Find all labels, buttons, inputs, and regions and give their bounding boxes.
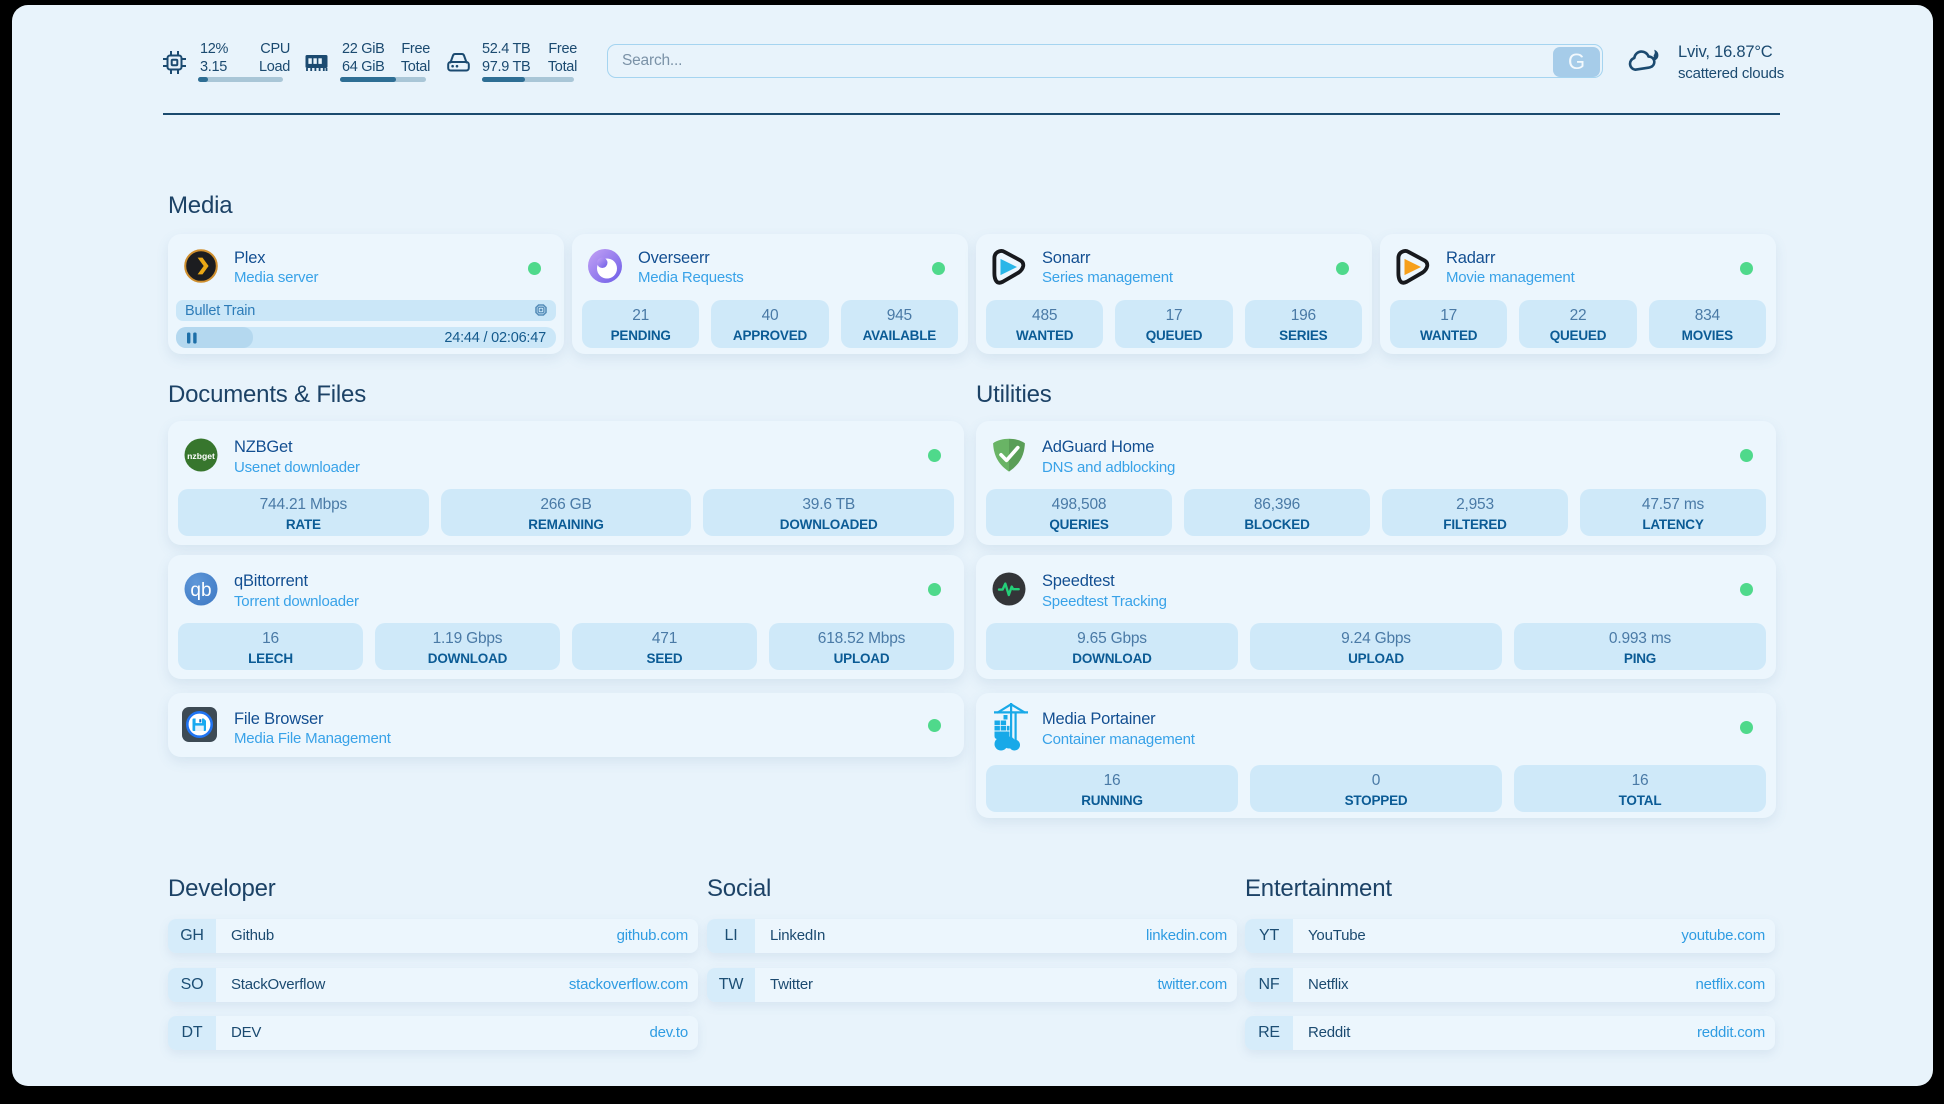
svg-text:nzbget: nzbget [187,451,215,461]
svg-text:qb: qb [190,580,211,601]
